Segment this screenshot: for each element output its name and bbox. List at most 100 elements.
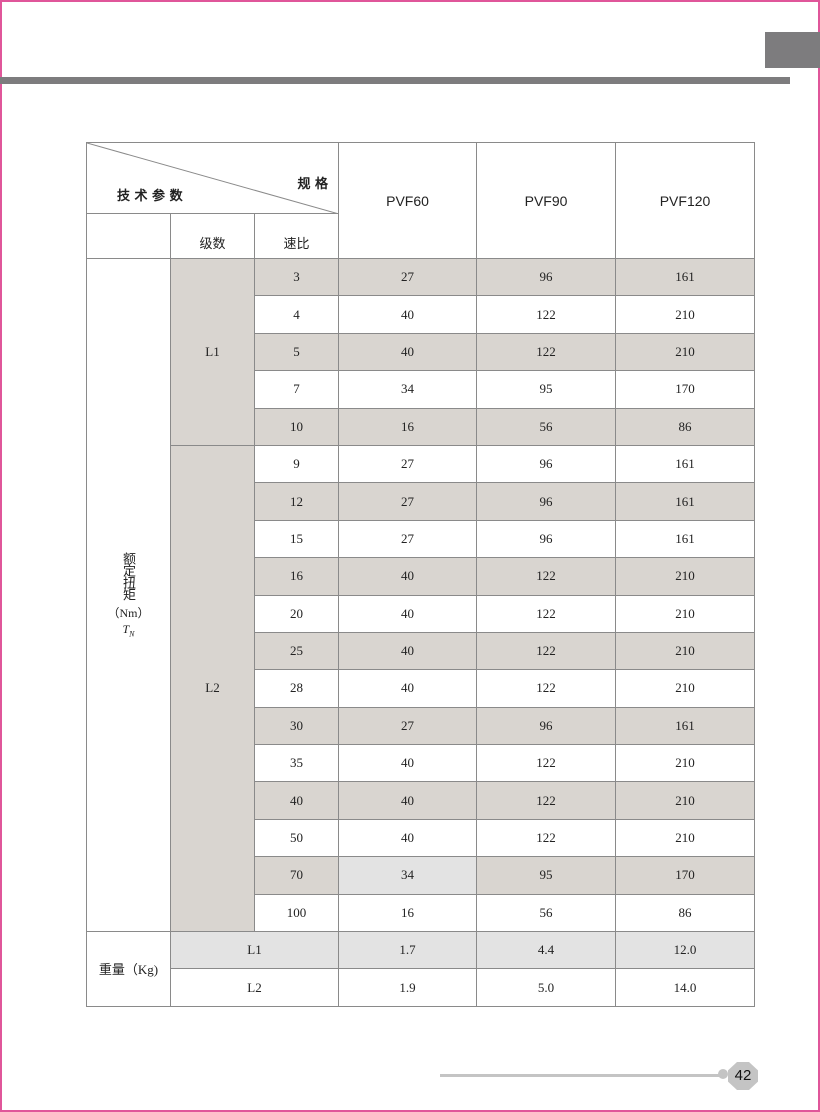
ratio-cell: 50: [253, 818, 340, 858]
torque-value-cell: 122: [476, 594, 617, 633]
torque-value-cell: 210: [615, 781, 756, 820]
torque-value-cell: 27: [338, 519, 478, 559]
weight-stage-cell: L2: [169, 968, 340, 1007]
weight-label-cell: 重量（Kg): [86, 931, 171, 1007]
torque-value-cell: 122: [476, 557, 617, 596]
weight-row: 重量（Kg) L1 1.7 4.4 12.0: [86, 931, 756, 1007]
table-row: 7 34 95 170: [87, 370, 756, 409]
torque-value-cell: 27: [338, 482, 478, 521]
torque-value-cell: 56: [476, 407, 617, 446]
ratio-cell: 30: [253, 706, 340, 746]
footer-line: [440, 1074, 722, 1077]
torque-value-cell: 86: [615, 893, 756, 933]
torque-value-cell: 27: [338, 257, 478, 297]
torque-symbol: TN: [122, 621, 135, 639]
ratio-cell: 10: [253, 407, 340, 446]
torque-value-cell: 161: [615, 482, 756, 521]
weight-value-cell: 1.9: [338, 968, 478, 1007]
torque-value-cell: 40: [338, 332, 478, 372]
weight-stage-cell: L1: [169, 931, 340, 970]
stage-cell: L1: [170, 258, 255, 446]
footer-dot: [718, 1069, 728, 1079]
spec-label: 规 格: [297, 177, 329, 192]
ratio-cell: 35: [253, 744, 340, 783]
torque-value-cell: 170: [615, 370, 756, 409]
model-header: PVF90: [476, 142, 617, 259]
page-border-right: [818, 0, 820, 1112]
torque-value-cell: 40: [338, 781, 478, 820]
page-number: 42: [728, 1062, 758, 1090]
torque-value-cell: 122: [476, 295, 617, 334]
table-row: 额定扭矩 （Nm） TN L1 3 27 96 161: [86, 257, 756, 933]
table-row: 100 16 56 86: [87, 893, 756, 933]
ratio-cell: 20: [253, 594, 340, 633]
ratio-cell: 70: [253, 856, 340, 895]
torque-value-cell: 40: [338, 818, 478, 858]
stage-header: 级数: [170, 213, 255, 259]
torque-value-cell: 34: [338, 370, 478, 409]
torque-value-cell: 122: [476, 744, 617, 783]
torque-value-cell: 96: [476, 706, 617, 746]
torque-value-cell: 40: [338, 669, 478, 708]
torque-value-cell: 210: [615, 295, 756, 334]
torque-value-cell: 40: [338, 295, 478, 334]
page-border-left: [0, 0, 2, 1112]
torque-value-cell: 96: [476, 482, 617, 521]
ratio-header: 速比: [253, 213, 340, 259]
torque-value-cell: 96: [476, 444, 617, 484]
weight-value-cell: 1.7: [338, 931, 478, 970]
ratio-cell: 7: [253, 370, 340, 409]
spec-table: 规 格 技 术 参 数 PVF60 PVF90 PVF120 级数 速比 额定扭…: [85, 142, 756, 1007]
table-row: L2 9 27 96 161: [87, 444, 756, 933]
torque-value-cell: 210: [615, 557, 756, 596]
torque-value-cell: 86: [615, 407, 756, 446]
weight-value-cell: 14.0: [615, 968, 756, 1007]
ratio-cell: 5: [253, 332, 340, 372]
torque-value-cell: 95: [476, 370, 617, 409]
table-row: 25 40 122 210: [87, 631, 756, 671]
torque-value-cell: 122: [476, 332, 617, 372]
table-row: 16 40 122 210: [87, 557, 756, 596]
ratio-cell: 40: [253, 781, 340, 820]
model-header: PVF60: [338, 142, 478, 259]
torque-unit: （Nm）: [107, 605, 150, 620]
header-corner-cell: 规 格 技 术 参 数: [85, 142, 340, 214]
ratio-cell: 100: [253, 893, 340, 933]
torque-value-cell: 40: [338, 557, 478, 596]
rated-torque-label: 额定扭矩: [121, 551, 136, 600]
table-row: 15 27 96 161: [87, 519, 756, 559]
torque-value-cell: 34: [338, 856, 478, 895]
table-row: 50 40 122 210: [87, 818, 756, 858]
header-bar: [0, 77, 790, 84]
diagonal-line: [87, 143, 339, 214]
ratio-cell: 4: [253, 295, 340, 334]
torque-value-cell: 210: [615, 332, 756, 372]
torque-value-cell: 122: [476, 818, 617, 858]
torque-value-cell: 161: [615, 444, 756, 484]
ratio-cell: 3: [253, 257, 340, 297]
ratio-cell: 9: [253, 444, 340, 484]
torque-value-cell: 40: [338, 631, 478, 671]
table-row: 5 40 122 210: [87, 332, 756, 372]
torque-value-cell: 122: [476, 631, 617, 671]
tech-params-label: 技 术 参 数: [117, 189, 183, 204]
rated-torque-label-cell: 额定扭矩 （Nm） TN: [86, 257, 171, 933]
page-border-top: [0, 0, 820, 2]
ratio-cell: 15: [253, 519, 340, 559]
table-row: 10 16 56 86: [87, 407, 756, 446]
torque-value-cell: 210: [615, 744, 756, 783]
weight-value-cell: 5.0: [476, 968, 617, 1007]
torque-value-cell: 210: [615, 818, 756, 858]
torque-value-cell: 170: [615, 856, 756, 895]
torque-value-cell: 95: [476, 856, 617, 895]
torque-value-cell: 27: [338, 706, 478, 746]
torque-value-cell: 161: [615, 257, 756, 297]
torque-value-cell: 16: [338, 893, 478, 933]
torque-value-cell: 161: [615, 706, 756, 746]
torque-value-cell: 96: [476, 257, 617, 297]
weight-value-cell: 12.0: [615, 931, 756, 970]
torque-value-cell: 40: [338, 744, 478, 783]
table-row: 4 40 122 210: [87, 295, 756, 334]
torque-value-cell: 122: [476, 781, 617, 820]
weight-value-cell: 4.4: [476, 931, 617, 970]
